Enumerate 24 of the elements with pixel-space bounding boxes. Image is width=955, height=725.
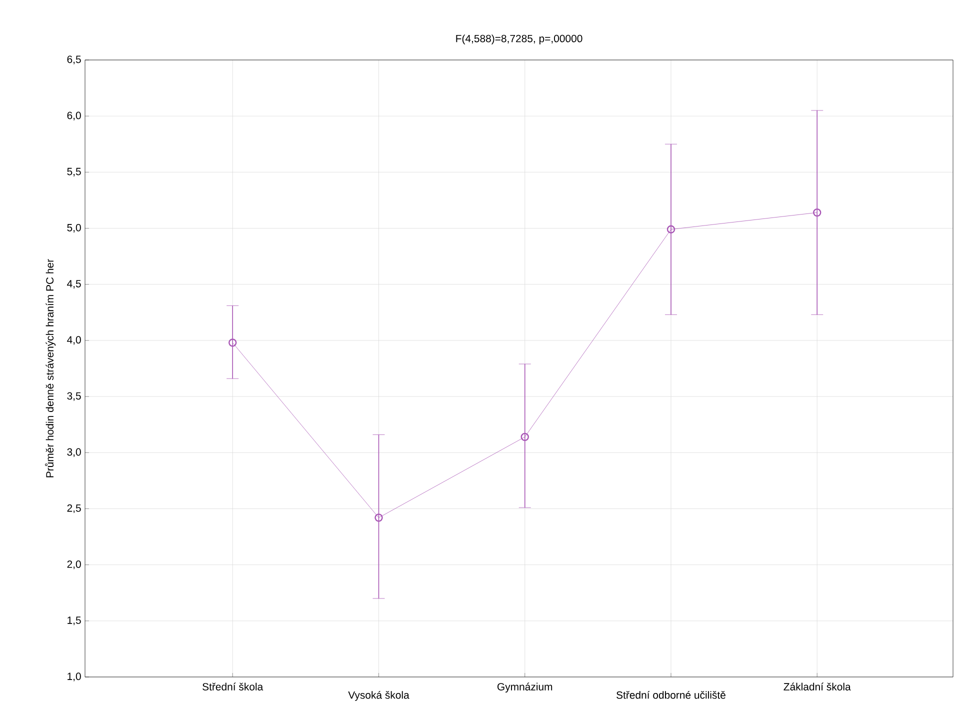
y-tick-label: 6,0 (67, 112, 81, 120)
y-axis-title: Průměr hodin denně strávených hraním PC her (45, 259, 56, 478)
y-tick-label: 4,0 (67, 336, 81, 345)
y-tick-label: 1,0 (68, 672, 81, 682)
y-tick-label: 2,5 (67, 504, 81, 514)
y-tick-label: 1,5 (68, 616, 81, 626)
y-tick-label: 2,0 (67, 560, 81, 570)
y-tick-label: 6,5 (67, 56, 81, 64)
x-tick-label: Střední škola (202, 682, 264, 690)
point (374, 514, 383, 522)
y-tick-label: 3,5 (67, 392, 81, 401)
point (228, 338, 237, 347)
point (666, 225, 676, 234)
y-tick-label: 4,5 (67, 280, 81, 289)
y-tick-label: 5,0 (67, 224, 81, 233)
point (813, 208, 822, 217)
point (520, 432, 529, 442)
y-tick-label: 3,0 (67, 448, 81, 457)
y-tick-label: 5,5 (67, 168, 81, 176)
x-tick-label: Vysoká škola (348, 690, 410, 701)
x-tick-label: Střední odborné učiliště (616, 690, 726, 699)
x-tick-label: Gymnázium (497, 682, 552, 693)
chart-title: F(4,588)=8,7285, p=,00000 (456, 34, 582, 44)
x-tick-label: Základní škola (784, 682, 851, 690)
